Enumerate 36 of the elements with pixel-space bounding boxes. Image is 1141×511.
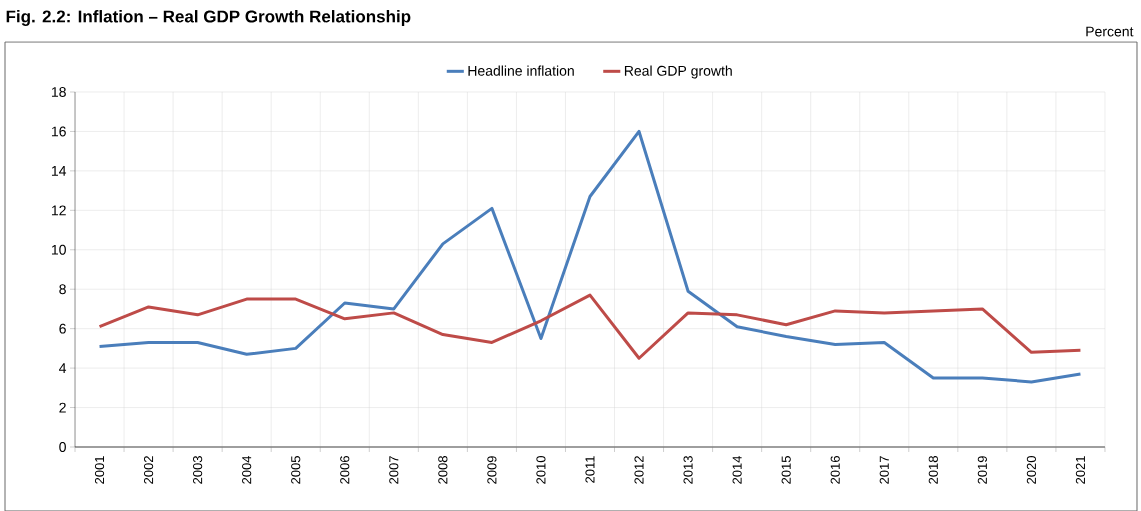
- chart-title: Fig. 2.2: Inflation – Real GDP Growth Relationship: [6, 10, 411, 26]
- legend-label: Real GDP growth: [624, 65, 732, 79]
- x-tick-label: 2003: [193, 456, 203, 484]
- x-tick-label: 2014: [732, 455, 742, 484]
- line-series: [98, 129, 1082, 384]
- legend-label: Headline inflation: [468, 65, 574, 76]
- x-tick-label: 2020: [1026, 456, 1036, 484]
- x-tick-label: 2017: [879, 456, 889, 484]
- x-tick-label: 2006: [340, 456, 350, 484]
- x-tick-label: 2001: [94, 456, 105, 484]
- x-tick-label: 2018: [928, 456, 938, 484]
- x-tick-label: 2005: [291, 456, 301, 484]
- x-tick-label: 2012: [634, 456, 644, 484]
- y-tick-label: 8: [59, 284, 66, 295]
- text: Percent: [1086, 26, 1134, 37]
- x-tick-label: 2009: [487, 456, 497, 484]
- y-tick-label: 18: [51, 87, 66, 97]
- x-tick-label: 2019: [977, 456, 987, 484]
- x-tick-label: 2013: [683, 456, 693, 484]
- x-tick-label: 2002: [143, 456, 154, 484]
- x-tick-label: 2016: [830, 456, 840, 484]
- x-tick-label: 2010: [536, 456, 546, 484]
- y-tick-label: 0: [59, 442, 66, 452]
- y-tick-label: 4: [59, 363, 67, 373]
- y-tick-label: 16: [51, 126, 66, 137]
- y-tick-label: 2: [59, 402, 66, 413]
- x-tick-label: 2004: [242, 455, 252, 484]
- y-tick-label: 10: [51, 244, 66, 255]
- y-tick-label: 14: [51, 166, 67, 176]
- x-tick-label: 2011: [585, 456, 595, 483]
- x-tick-label: 2021: [1075, 456, 1086, 484]
- y-tick-label: 6: [59, 323, 66, 334]
- x-tick-label: 2007: [389, 456, 399, 484]
- x-tick-label: 2015: [781, 456, 791, 484]
- y-tick-label: 12: [51, 205, 66, 216]
- x-tick-label: 2008: [438, 456, 448, 484]
